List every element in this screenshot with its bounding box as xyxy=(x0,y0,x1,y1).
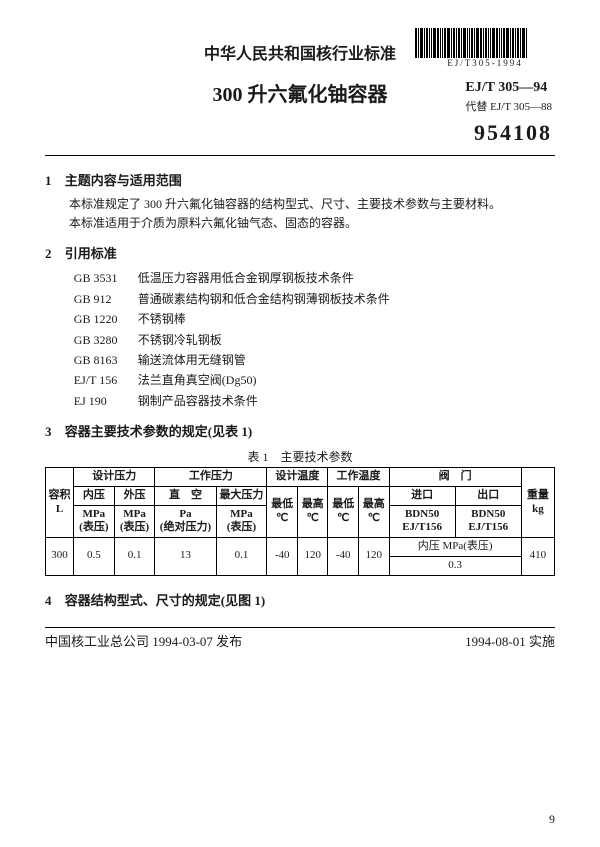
standards-list: GB 3531低温压力容器用低合金钢厚钢板技术条件 GB 912普通碳素结构钢和… xyxy=(74,268,555,411)
standard-code: EJ/T 305—94 xyxy=(465,80,552,96)
u-inlet: BDN50EJ/T156 xyxy=(389,505,455,538)
th-vac: 直 空 xyxy=(155,486,216,505)
sec3-title: 容器主要技术参数的规定(见表 1) xyxy=(65,424,252,439)
sec4-title: 容器结构型式、尺寸的规定(见图 1) xyxy=(65,593,265,608)
footer-row: 中国核工业总公司 1994-03-07 发布 1994-08-01 实施 xyxy=(45,631,555,650)
sec2-num: 2 xyxy=(45,246,52,261)
u-vac: Pa(绝对压力) xyxy=(155,505,216,538)
cell-dtmin: -40 xyxy=(267,538,298,576)
barcode-label: EJ/T305-1994 xyxy=(415,58,555,68)
th-maxp: 最大压力 xyxy=(216,486,267,505)
list-item: GB 912普通碳素结构钢和低合金结构钢薄钢板技术条件 xyxy=(74,289,555,309)
th-work-p: 工作压力 xyxy=(155,468,267,487)
th-outlet: 出口 xyxy=(455,486,521,505)
cell-valve-label: 内压 MPa(表压) xyxy=(389,538,521,557)
th-wt-max: 最高℃ xyxy=(358,486,389,537)
footer-right: 1994-08-01 实施 xyxy=(465,631,555,650)
cell-dtmax: 120 xyxy=(297,538,328,576)
page-number: 9 xyxy=(549,812,555,827)
sec4-num: 4 xyxy=(45,593,52,608)
cell-maxp: 0.1 xyxy=(216,538,267,576)
cell-vol: 300 xyxy=(46,538,74,576)
th-dt-max: 最高℃ xyxy=(297,486,328,537)
sec1-title: 主题内容与适用范围 xyxy=(65,173,182,188)
list-item: GB 1220不锈钢棒 xyxy=(74,309,555,329)
table-caption: 表 1 主要技术参数 xyxy=(45,448,555,465)
list-item: GB 3531低温压力容器用低合金钢厚钢板技术条件 xyxy=(74,268,555,288)
header-right: EJ/T 305—94 代替 EJ/T 305—88 954108 xyxy=(465,80,552,146)
list-item: EJ 190钢制产品容器技术条件 xyxy=(74,391,555,411)
th-inlet: 进口 xyxy=(389,486,455,505)
footer-left: 中国核工业总公司 1994-03-07 发布 xyxy=(45,631,242,650)
doc-title: 300 升六氟化铀容器 xyxy=(213,78,388,107)
cell-wtmax: 120 xyxy=(358,538,389,576)
u-waiya: MPa(表压) xyxy=(114,505,155,538)
u-neiya: MPa(表压) xyxy=(73,505,114,538)
barcode: EJ/T305-1994 xyxy=(415,28,555,68)
list-item: GB 3280不锈钢冷轧钢板 xyxy=(74,330,555,350)
sec1-p1: 本标准规定了 300 升六氟化铀容器的结构型式、尺寸、主要技术参数与主要材料。 xyxy=(45,195,555,214)
th-waiya: 外压 xyxy=(114,486,155,505)
table-row: 300 0.5 0.1 13 0.1 -40 120 -40 120 内压 MP… xyxy=(46,538,555,557)
th-design-t: 设计温度 xyxy=(267,468,328,487)
section-4: 4 容器结构型式、尺寸的规定(见图 1) xyxy=(45,590,555,609)
cell-waiya: 0.1 xyxy=(114,538,155,576)
sec1-num: 1 xyxy=(45,173,52,188)
th-neiya: 内压 xyxy=(73,486,114,505)
th-design-p: 设计压力 xyxy=(73,468,154,487)
th-work-t: 工作温度 xyxy=(328,468,389,487)
header-rule xyxy=(45,155,555,156)
th-weight: 重量 kg xyxy=(521,468,554,538)
cell-wtmin: -40 xyxy=(328,538,359,576)
cell-weight: 410 xyxy=(521,538,554,576)
list-item: GB 8163输送流体用无缝钢管 xyxy=(74,350,555,370)
u-outlet: BDN50EJ/T156 xyxy=(455,505,521,538)
barcode-lines xyxy=(415,28,555,58)
params-table: 容积 L 设计压力 工作压力 设计温度 工作温度 阀 门 重量 kg 内压 外压… xyxy=(45,467,555,576)
th-vol: 容积 L xyxy=(46,468,74,538)
sec3-num: 3 xyxy=(45,424,52,439)
section-3: 3 容器主要技术参数的规定(见表 1) 表 1 主要技术参数 容积 L 设计压力… xyxy=(45,421,555,576)
cell-vac: 13 xyxy=(155,538,216,576)
footer-rule xyxy=(45,627,555,628)
th-valve: 阀 门 xyxy=(389,468,521,487)
u-maxp: MPa(表压) xyxy=(216,505,267,538)
cell-valve-p: 0.3 xyxy=(389,556,521,575)
list-item: EJ/T 156法兰直角真空阀(Dg50) xyxy=(74,370,555,390)
th-wt-min: 最低℃ xyxy=(328,486,359,537)
doc-number: 954108 xyxy=(465,120,552,146)
section-1: 1 主题内容与适用范围 本标准规定了 300 升六氟化铀容器的结构型式、尺寸、主… xyxy=(45,170,555,233)
th-dt-min: 最低℃ xyxy=(267,486,298,537)
section-2: 2 引用标准 GB 3531低温压力容器用低合金钢厚钢板技术条件 GB 912普… xyxy=(45,243,555,411)
replaces-line: 代替 EJ/T 305—88 xyxy=(465,98,552,114)
cell-neiya: 0.5 xyxy=(73,538,114,576)
sec2-title: 引用标准 xyxy=(65,246,117,261)
sec1-p2: 本标准适用于介质为原料六氟化铀气态、固态的容器。 xyxy=(45,214,555,233)
